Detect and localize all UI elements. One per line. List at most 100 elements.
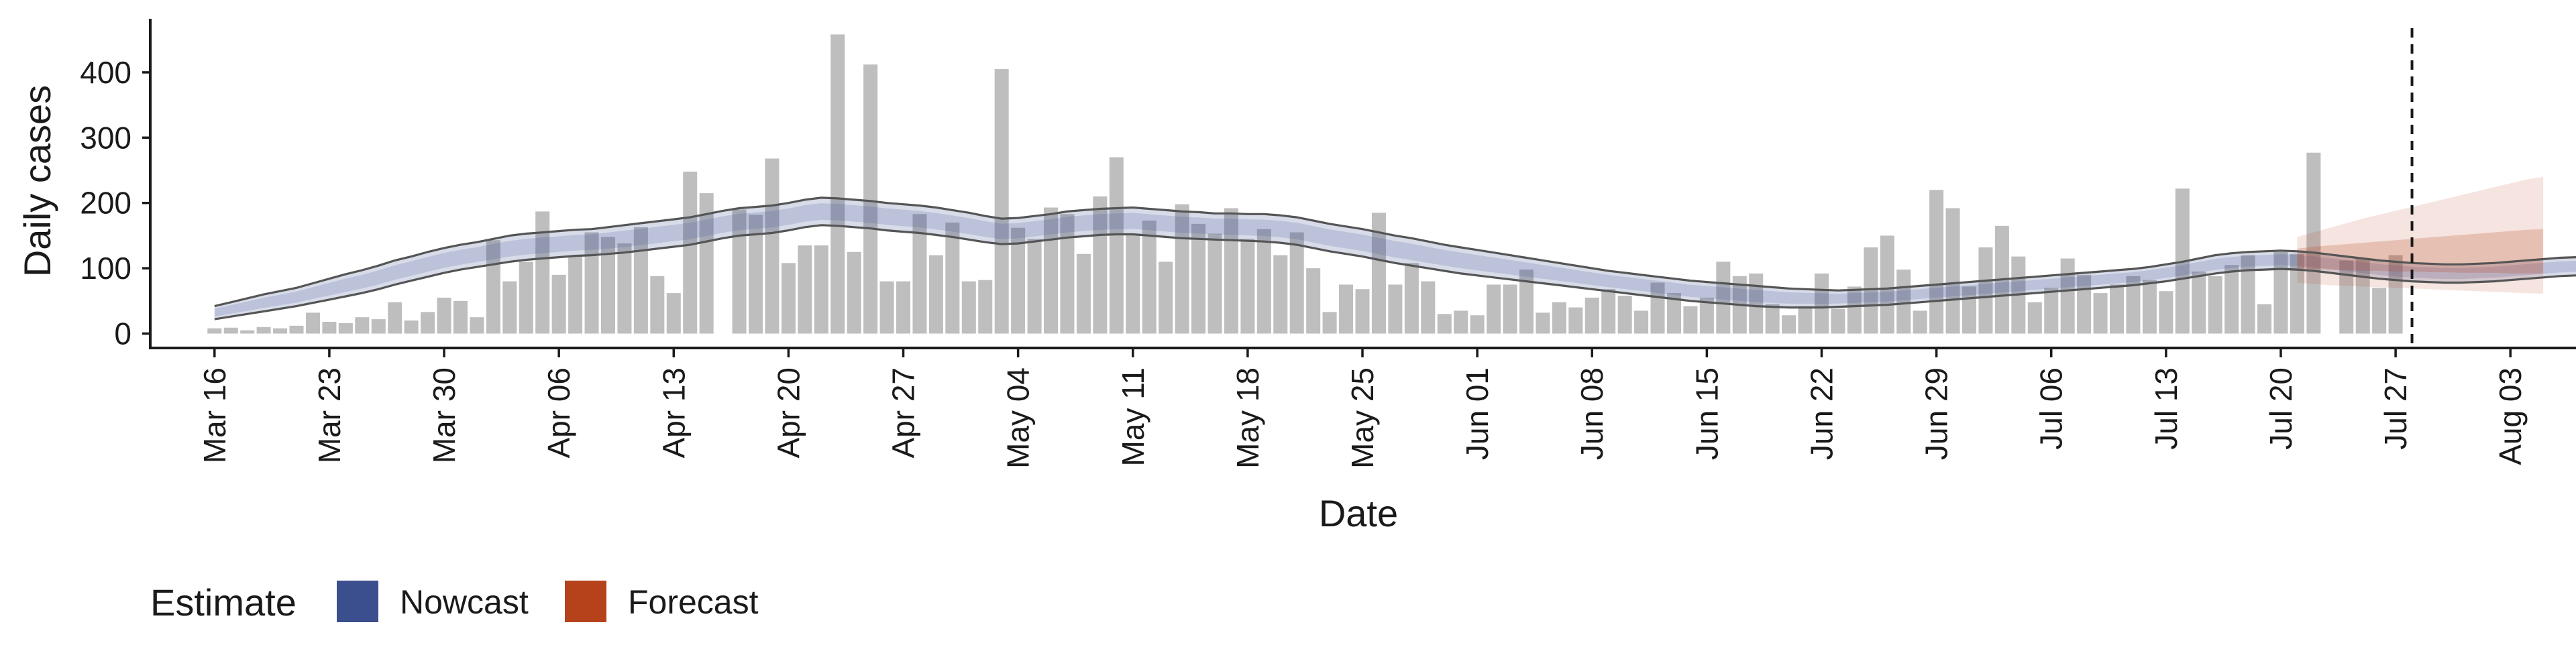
data-bar [551,274,566,334]
data-bar [1864,247,1878,334]
data-bar [945,222,960,334]
legend-title: Estimate [150,581,297,624]
data-bar [847,251,861,334]
y-axis-title: Daily cases [16,85,58,277]
x-tick-label: Mar 23 [312,367,347,463]
data-bar [1454,310,1468,334]
data-bar [2273,251,2288,334]
data-bar [1683,306,1698,334]
data-bar [1552,302,1566,334]
data-bar [1339,284,1354,334]
data-bar [633,227,648,334]
data-bar [732,209,747,334]
data-bar [1060,214,1075,334]
data-bar [994,69,1009,334]
data-bar [535,211,550,334]
data-bar [1240,239,1255,334]
x-tick-label: Jul 06 [2034,367,2069,450]
y-tick-label: 200 [80,186,131,221]
x-tick-label: Jun 29 [1919,367,1954,460]
data-bar [1585,297,1599,334]
data-bar [2241,255,2255,334]
data-bar [371,319,386,334]
data-bar [289,325,304,334]
data-bar [1765,304,1780,334]
data-bar [1536,312,1550,334]
legend-label-forecast: Forecast [628,583,759,621]
y-tick-label: 300 [80,120,131,155]
data-bar [421,312,435,334]
data-bar [1371,213,1386,334]
data-bar [1470,315,1485,334]
data-bar [223,327,238,334]
data-bar [683,171,698,334]
data-bar [1929,190,1944,334]
x-tick-label: Mar 30 [427,367,462,463]
data-bar [928,255,943,334]
data-bar [240,330,255,334]
data-bar [896,281,911,334]
data-bar [2372,288,2387,334]
x-tick-label: Jun 22 [1805,367,1839,460]
data-bar [1847,286,1862,334]
data-bar [1716,261,1731,334]
data-bar [798,245,812,334]
data-bar [256,327,271,334]
data-bar [2060,258,2075,334]
data-bar [1896,270,1911,334]
data-bar [2257,304,2272,334]
data-bar [1437,314,1452,334]
data-bar [879,281,894,334]
nowcast-upper-line [214,196,2576,308]
data-bar [765,158,780,334]
data-bar [830,34,845,334]
data-bar [1749,273,1764,334]
x-tick-label: Mar 16 [197,367,232,463]
data-bar [1814,273,1829,334]
nowcast-band [214,197,2576,320]
data-bar [1487,284,1501,334]
x-tick-label: Apr 27 [886,367,921,459]
data-bar [1601,289,1616,334]
data-bar [961,281,976,334]
x-tick-label: Apr 06 [541,367,576,459]
data-bar [322,321,337,334]
x-tick-label: Jul 20 [2263,367,2298,450]
data-bar [1159,261,1173,334]
data-bar [814,245,828,334]
y-tick-label: 400 [80,55,131,90]
data-bar [273,328,288,334]
data-bar [748,215,763,334]
legend-swatch-nowcast [337,581,378,622]
x-tick-label: May 11 [1116,367,1150,466]
data-bar [600,237,615,334]
data-bar [1011,227,1026,334]
data-bar [863,64,878,334]
data-bar [1191,223,1206,334]
data-bar [912,214,927,334]
x-tick-label: Jun 08 [1574,367,1609,460]
x-tick-label: Jun 01 [1460,367,1495,460]
data-bar [2044,288,2059,334]
data-bar [1109,157,1124,334]
data-bar [2093,293,2108,334]
data-bar [2224,265,2239,334]
lines-layer [214,28,2576,347]
data-bar [1519,270,1534,334]
data-bar [437,297,451,334]
data-bar [617,243,632,334]
data-bar [1388,284,1403,334]
y-tick-label: 0 [114,316,131,351]
y-tick-label: 100 [80,251,131,286]
x-tick-label: Apr 13 [656,367,691,459]
data-bar [2110,284,2125,334]
data-bar [781,263,796,334]
data-bar [2208,276,2222,334]
data-bar [2159,291,2174,334]
data-bar [978,280,993,334]
data-bar [1175,204,1189,334]
data-bar [1076,253,1091,334]
data-bar [2126,276,2141,334]
data-bar [584,232,599,334]
